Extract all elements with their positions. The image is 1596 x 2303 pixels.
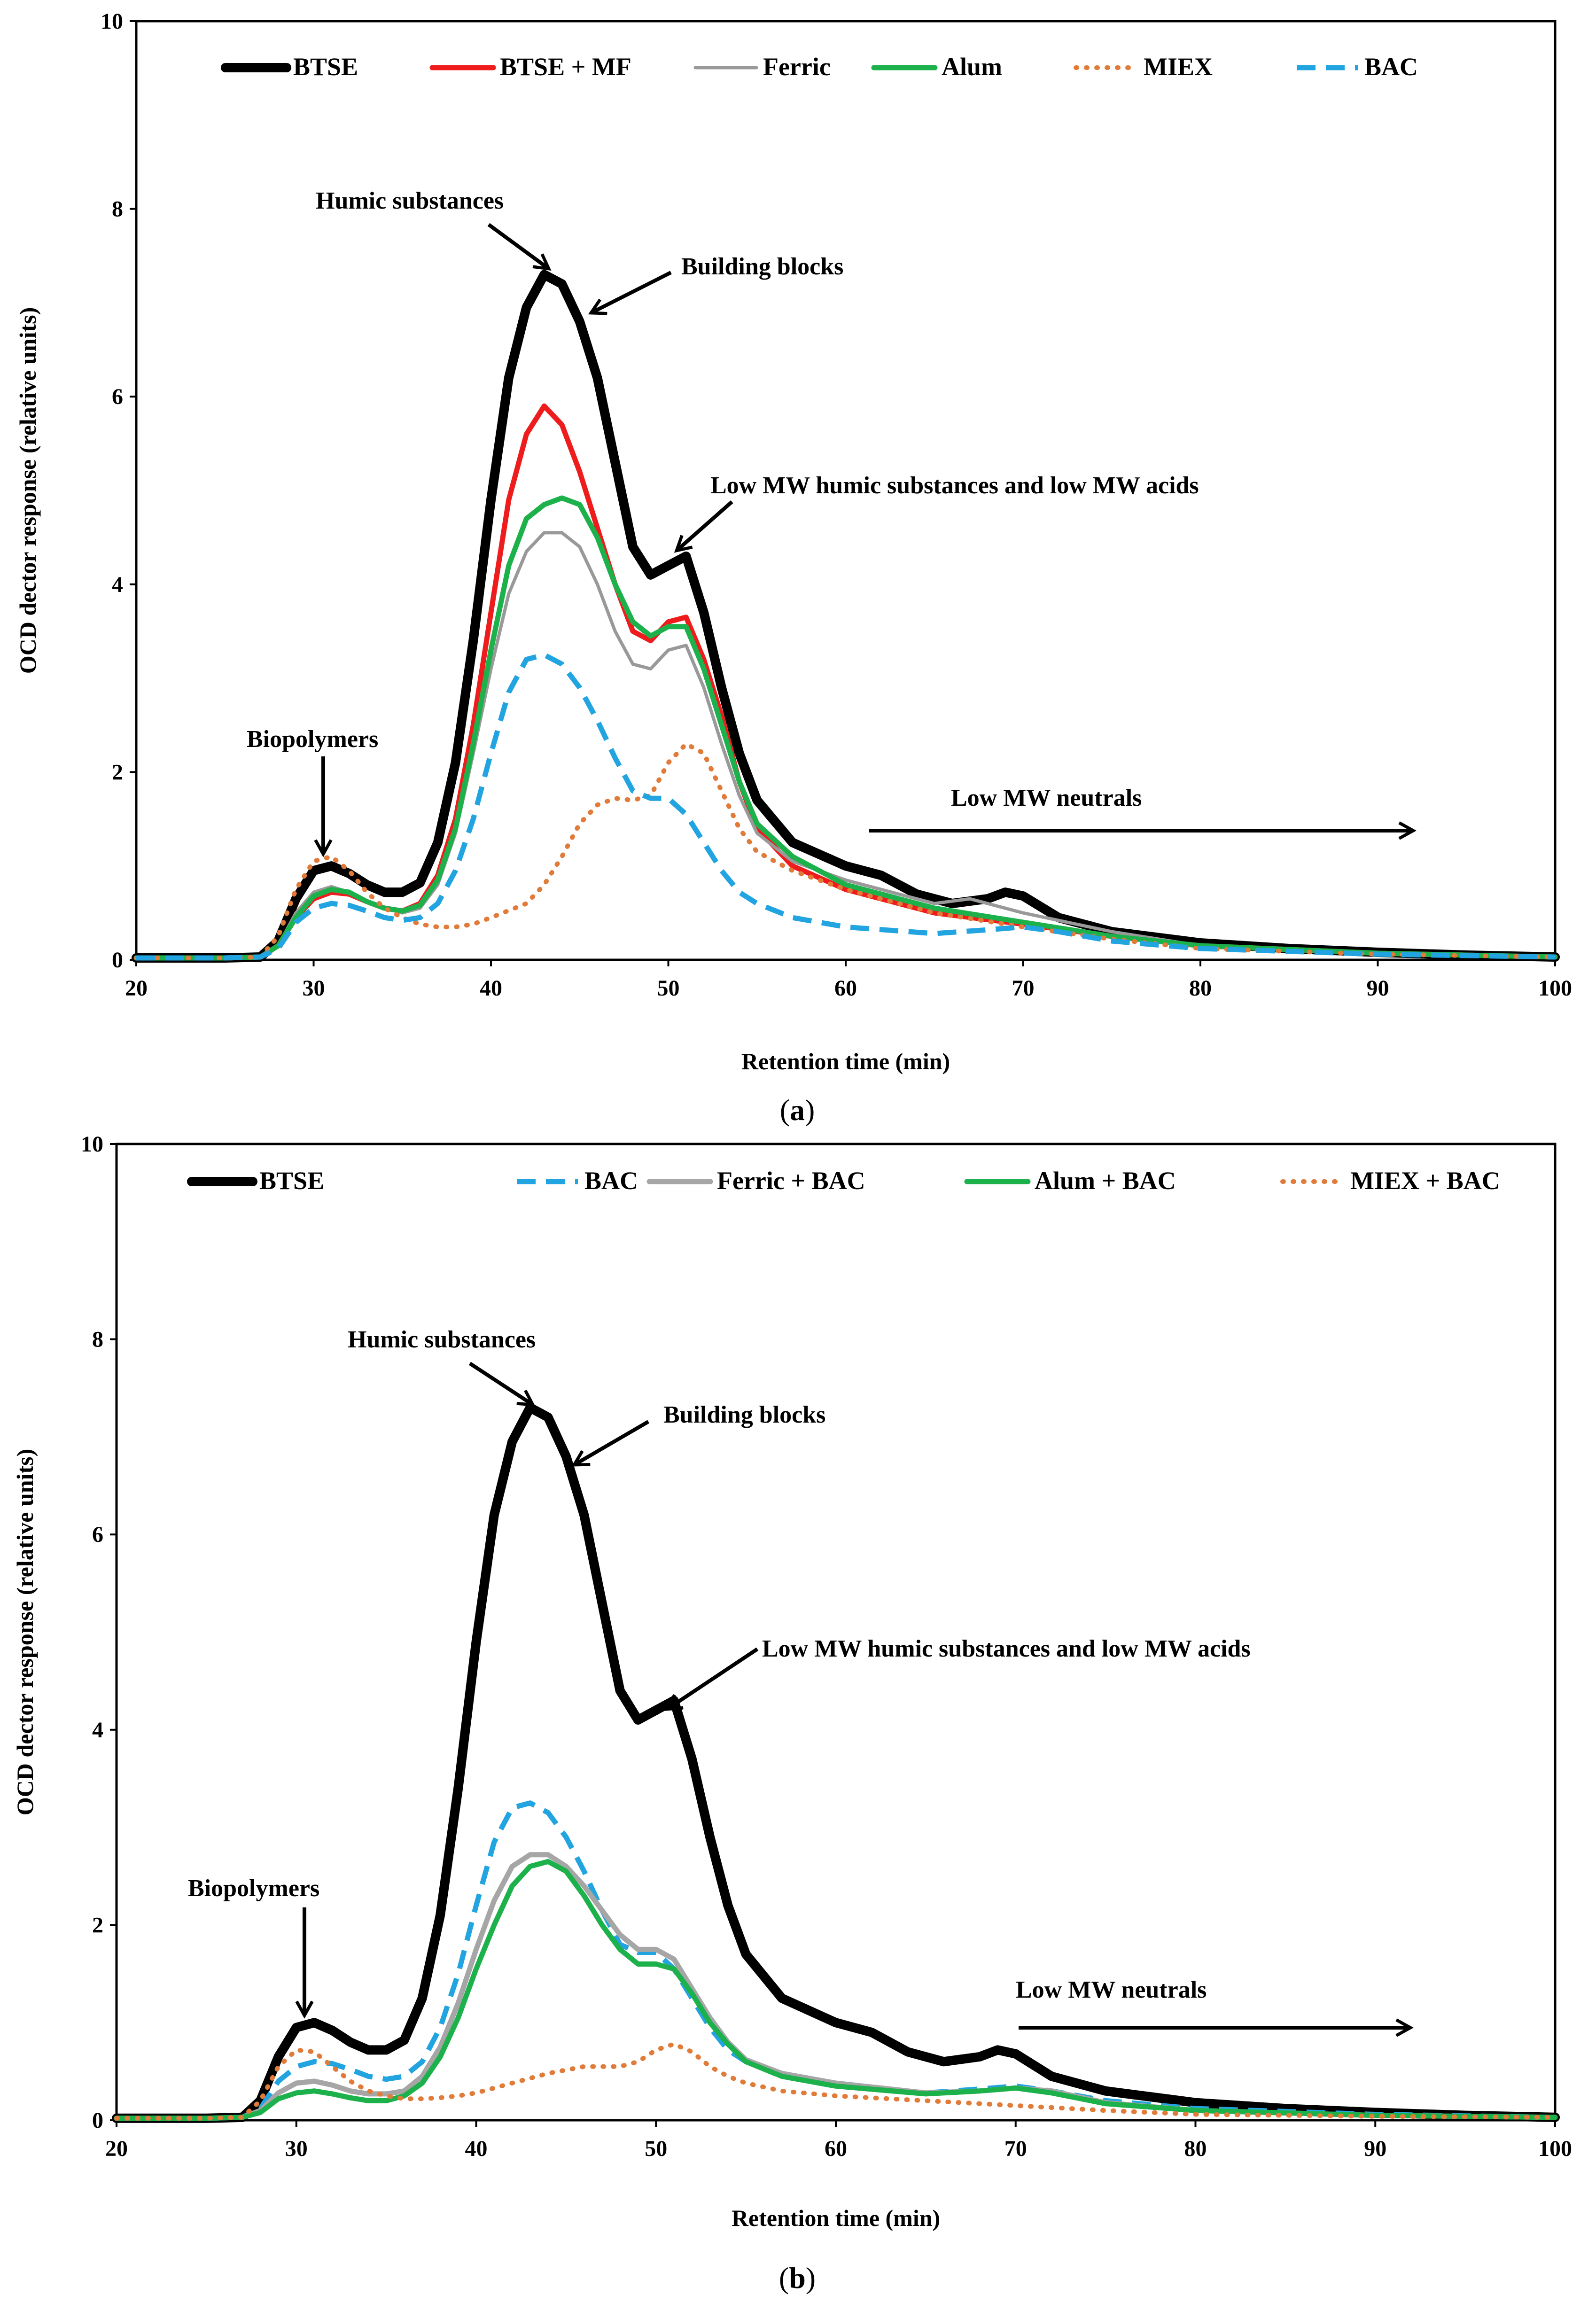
panel-b-series-line-miex-bac [114,2041,1557,2121]
panel-b-x-axis-title: Retention time (min) [732,2205,940,2231]
panel-a-chart: 20 30 40 50 60 70 80 90 100 0 2 4 6 8 10 BTSE BTSE + MF… [15,9,1572,1127]
panel-a-annotations: Biopolymers Humic substances Building bl… [247,187,1413,854]
panel-a-series-line-bac [136,652,1556,961]
panel-b-x-tick-label: 50 [645,2136,667,2161]
panel-a-low-mw-humic-arrow [677,500,733,551]
panel-b-x-tick-label: 90 [1364,2136,1386,2161]
panel-b-y-tick-label: 0 [92,2108,103,2133]
panel-a-x-tick-label: 80 [1189,976,1212,1001]
panel-b-series-line-bac [117,1800,1556,2121]
panel-a-annotation-low-mw-neutrals: Low MW neutrals [951,785,1142,811]
panel-b-x-tick-label: 80 [1184,2136,1207,2161]
panel-a-x-tick-label: 30 [303,976,325,1001]
panel-a-annotation-humic-substances: Humic substances [316,187,504,214]
panel-a-legend-label: BTSE + MF [500,53,631,81]
panel-b-plot-frame [115,1143,1557,2122]
panel-a-x-tick-label: 60 [834,976,857,1001]
panel-b-annotation-biopolymers: Biopolymers [188,1875,319,1902]
panel-a-x-tick-label: 50 [657,976,680,1001]
panel-a-x-tick-label: 70 [1012,976,1035,1001]
panel-b-annotation-building-blocks: Building blocks [663,1401,825,1428]
panel-a-x-tick-label: 90 [1367,976,1389,1001]
panel-b-x-tick-label: 30 [285,2136,308,2161]
panel-a-caption-letter: a [790,1093,805,1127]
panel-b-legend-label: BAC [584,1167,638,1195]
panel-a-legend: BTSE BTSE + MF Ferric Alum MIEX BAC [221,53,1418,81]
panel-a-humic-arrow [487,223,549,269]
panel-b-series-line-ferric-bac [114,1852,1558,2121]
panel-b-y-tick-label: 10 [81,1132,103,1157]
panel-b-y-tick-label: 8 [92,1327,103,1352]
panel-a-legend-label: BTSE [293,53,358,81]
panel-b-x-tick-label: 60 [825,2136,847,2161]
panel-b-x-tick-label: 100 [1538,2136,1572,2161]
panel-b-y-tick-label: 6 [92,1522,103,1547]
panel-a-building-blocks-arrow [591,271,672,313]
panel-a-x-tick-label: 20 [125,976,148,1001]
panel-b-annotation-low-mw-neutrals: Low MW neutrals [1016,1976,1207,2003]
panel-a-annotation-biopolymers: Biopolymers [247,726,378,753]
panel-b-legend-label: Alum + BAC [1035,1167,1176,1195]
panel-a-series-line-miex [134,741,1557,960]
panel-a-y-tick-label: 4 [112,572,123,597]
panel-a-annotation-low-mw-humic: Low MW humic substances and low MW acids [710,472,1199,499]
panel-b-legend-label: MIEX + BAC [1350,1167,1500,1195]
panel-a-series-line-alum [133,495,1558,961]
panel-b-series-line-btse [112,1403,1560,2123]
panel-a-series-line-btse [132,270,1560,963]
panel-b-annotation-low-mw-humic: Low MW humic substances and low MW acids [762,1635,1251,1662]
panel-a-y-tick-label: 6 [112,384,123,409]
panel-a-y-axis-title: OCD dector response (relative units) [15,307,41,674]
panel-a-legend-label: BAC [1364,53,1418,81]
panel-b-humic-arrow [468,1362,533,1405]
panel-a-axes: 20 30 40 50 60 70 80 90 100 0 2 4 6 8 10 [101,9,1572,1001]
panel-a-x-axis-title: Retention time (min) [741,1048,950,1074]
panel-b-annotations: Biopolymers Humic substances Building bl… [188,1326,1410,2028]
panel-b-caption-letter: b [789,2261,806,2295]
panel-b-chart: 20 30 40 50 60 70 80 90 100 0 2 4 6 8 10 BTSE BAC Ferric… [12,1132,1572,2295]
panel-b-building-blocks-arrow [574,1420,650,1467]
panel-a-y-tick-label: 10 [101,9,123,34]
panel-a-series-group [132,270,1560,963]
panel-b-low-mw-humic-arrow [667,1647,759,1709]
panel-b-series-line-alum-bac [114,1859,1558,2121]
panel-a-legend-label: Alum [942,53,1002,81]
panel-a-y-tick-label: 2 [112,760,123,785]
panel-b-x-tick-label: 40 [465,2136,488,2161]
panel-a-caption: (a) [780,1093,815,1127]
panel-b-y-tick-label: 2 [92,1913,103,1937]
panel-b-legend-label: BTSE [259,1167,324,1195]
panel-b-y-axis-title: OCD dector response (relative units) [12,1449,38,1815]
panel-b-axes: 20 30 40 50 60 70 80 90 100 0 2 4 6 8 10 [81,1132,1572,2161]
panel-a-x-tick-label: 100 [1538,976,1572,1001]
panel-b-x-tick-label: 70 [1004,2136,1027,2161]
panel-b-x-tick-label: 20 [105,2136,128,2161]
panel-b-legend: BTSE BAC Ferric + BAC Alum + BAC MIEX + BAC [187,1167,1500,1195]
panel-b-caption: (b) [779,2261,816,2295]
panel-b-annotation-humic-substances: Humic substances [348,1326,536,1353]
panel-a-y-tick-label: 8 [112,197,123,222]
panel-a-legend-label: MIEX [1144,53,1213,81]
panel-a-legend-label: Ferric [763,53,831,81]
panel-a-annotation-building-blocks: Building blocks [681,253,843,280]
panel-b-series-group [112,1403,1560,2123]
panel-b-y-tick-label: 4 [92,1718,103,1743]
panel-a-x-tick-label: 40 [480,976,502,1001]
panel-a-y-tick-label: 0 [112,948,123,973]
panel-b-legend-label: Ferric + BAC [717,1167,865,1195]
